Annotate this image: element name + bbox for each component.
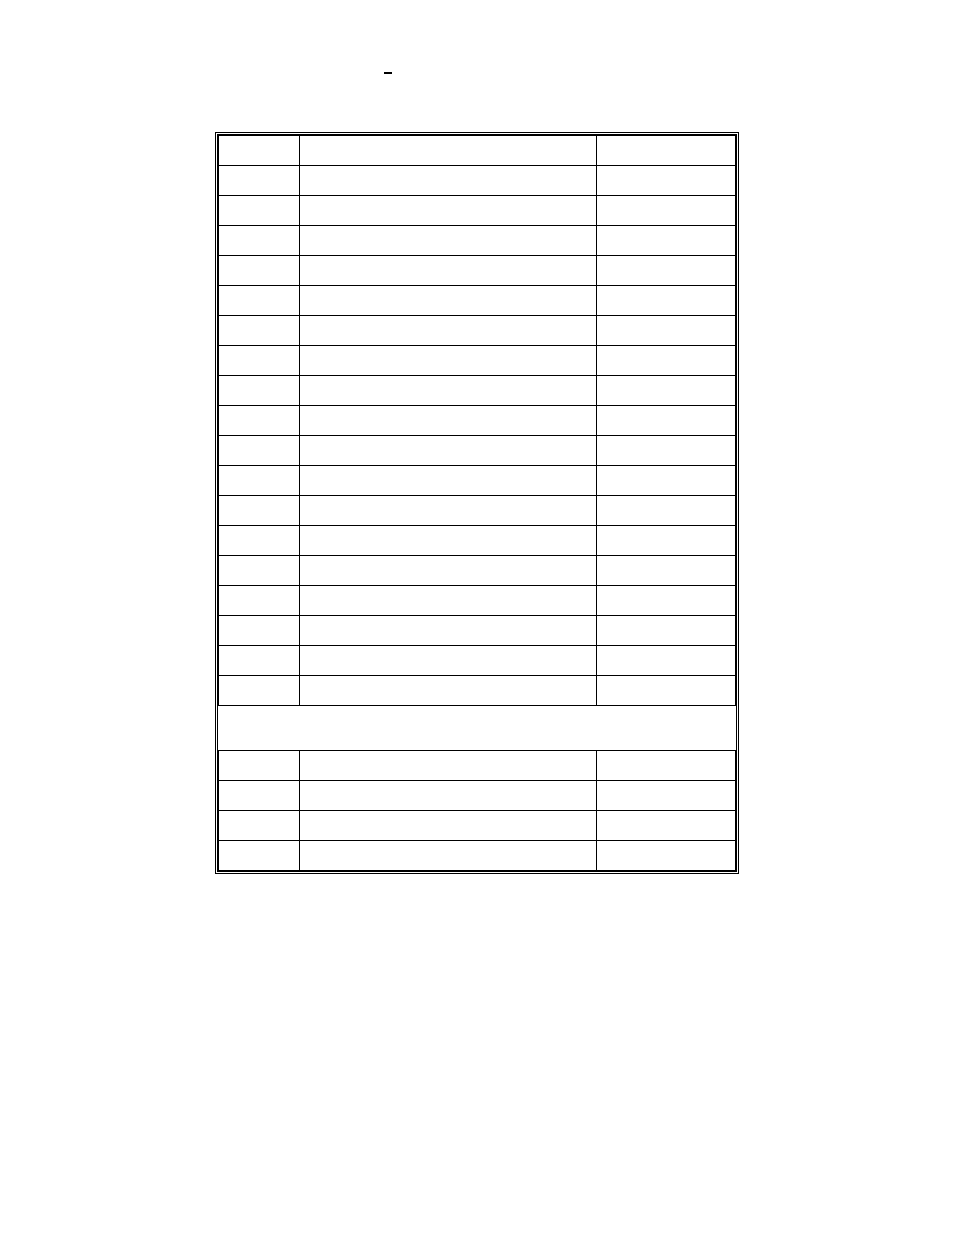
table-row bbox=[219, 376, 736, 406]
cell bbox=[300, 256, 597, 286]
table-row bbox=[219, 256, 736, 286]
cell bbox=[219, 196, 300, 226]
cell bbox=[219, 676, 300, 706]
cell bbox=[597, 196, 736, 226]
cell bbox=[597, 286, 736, 316]
cell bbox=[300, 496, 597, 526]
cell bbox=[219, 466, 300, 496]
cell bbox=[597, 616, 736, 646]
cell bbox=[300, 376, 597, 406]
cell bbox=[300, 751, 597, 781]
cell bbox=[219, 556, 300, 586]
cell bbox=[597, 436, 736, 466]
cell bbox=[597, 136, 736, 166]
cell bbox=[597, 811, 736, 841]
table-row bbox=[219, 646, 736, 676]
cell bbox=[597, 556, 736, 586]
cell bbox=[219, 781, 300, 811]
cell bbox=[300, 166, 597, 196]
cell bbox=[597, 316, 736, 346]
header-dash-mark bbox=[384, 72, 392, 74]
cell bbox=[597, 781, 736, 811]
cell bbox=[219, 586, 300, 616]
cell bbox=[300, 436, 597, 466]
cell bbox=[219, 496, 300, 526]
table-row bbox=[219, 226, 736, 256]
cell bbox=[219, 376, 300, 406]
cell bbox=[219, 406, 300, 436]
cell bbox=[219, 286, 300, 316]
cell bbox=[219, 751, 300, 781]
cell bbox=[300, 346, 597, 376]
cell bbox=[597, 346, 736, 376]
table-row bbox=[219, 286, 736, 316]
cell bbox=[219, 646, 300, 676]
table-row bbox=[219, 526, 736, 556]
cell bbox=[300, 646, 597, 676]
cell bbox=[300, 406, 597, 436]
cell bbox=[219, 136, 300, 166]
table-row bbox=[219, 556, 736, 586]
cell bbox=[597, 526, 736, 556]
cell bbox=[219, 316, 300, 346]
cell bbox=[219, 616, 300, 646]
table-row bbox=[219, 166, 736, 196]
cell bbox=[219, 526, 300, 556]
cell bbox=[219, 346, 300, 376]
cell bbox=[597, 256, 736, 286]
cell bbox=[300, 136, 597, 166]
cell bbox=[300, 226, 597, 256]
grid-table bbox=[218, 135, 736, 871]
cell bbox=[219, 226, 300, 256]
cell bbox=[300, 841, 597, 871]
cell bbox=[300, 316, 597, 346]
table-row bbox=[219, 586, 736, 616]
cell bbox=[219, 811, 300, 841]
cell bbox=[219, 256, 300, 286]
main-table bbox=[215, 132, 739, 874]
table-row bbox=[219, 841, 736, 871]
cell bbox=[300, 676, 597, 706]
table-row bbox=[219, 436, 736, 466]
table-row bbox=[219, 346, 736, 376]
cell bbox=[597, 646, 736, 676]
cell bbox=[300, 466, 597, 496]
table-row bbox=[219, 136, 736, 166]
cell bbox=[597, 226, 736, 256]
cell bbox=[300, 586, 597, 616]
cell bbox=[219, 436, 300, 466]
table-row bbox=[219, 676, 736, 706]
table-row bbox=[219, 406, 736, 436]
cell bbox=[597, 406, 736, 436]
cell bbox=[597, 466, 736, 496]
table-row bbox=[219, 811, 736, 841]
cell bbox=[597, 586, 736, 616]
cell bbox=[597, 751, 736, 781]
merged-cell bbox=[219, 706, 736, 751]
table-row bbox=[219, 751, 736, 781]
cell bbox=[300, 556, 597, 586]
cell bbox=[597, 166, 736, 196]
cell bbox=[597, 841, 736, 871]
table-row bbox=[219, 616, 736, 646]
page bbox=[0, 0, 954, 1235]
cell bbox=[219, 841, 300, 871]
table-row bbox=[219, 316, 736, 346]
table-row bbox=[219, 196, 736, 226]
cell bbox=[300, 616, 597, 646]
cell bbox=[597, 376, 736, 406]
table-row bbox=[219, 781, 736, 811]
table-row-merged bbox=[219, 706, 736, 751]
cell bbox=[300, 286, 597, 316]
cell bbox=[300, 526, 597, 556]
cell bbox=[300, 196, 597, 226]
table-row bbox=[219, 466, 736, 496]
cell bbox=[219, 166, 300, 196]
table-row bbox=[219, 496, 736, 526]
cell bbox=[597, 676, 736, 706]
cell bbox=[597, 496, 736, 526]
cell bbox=[300, 811, 597, 841]
cell bbox=[300, 781, 597, 811]
